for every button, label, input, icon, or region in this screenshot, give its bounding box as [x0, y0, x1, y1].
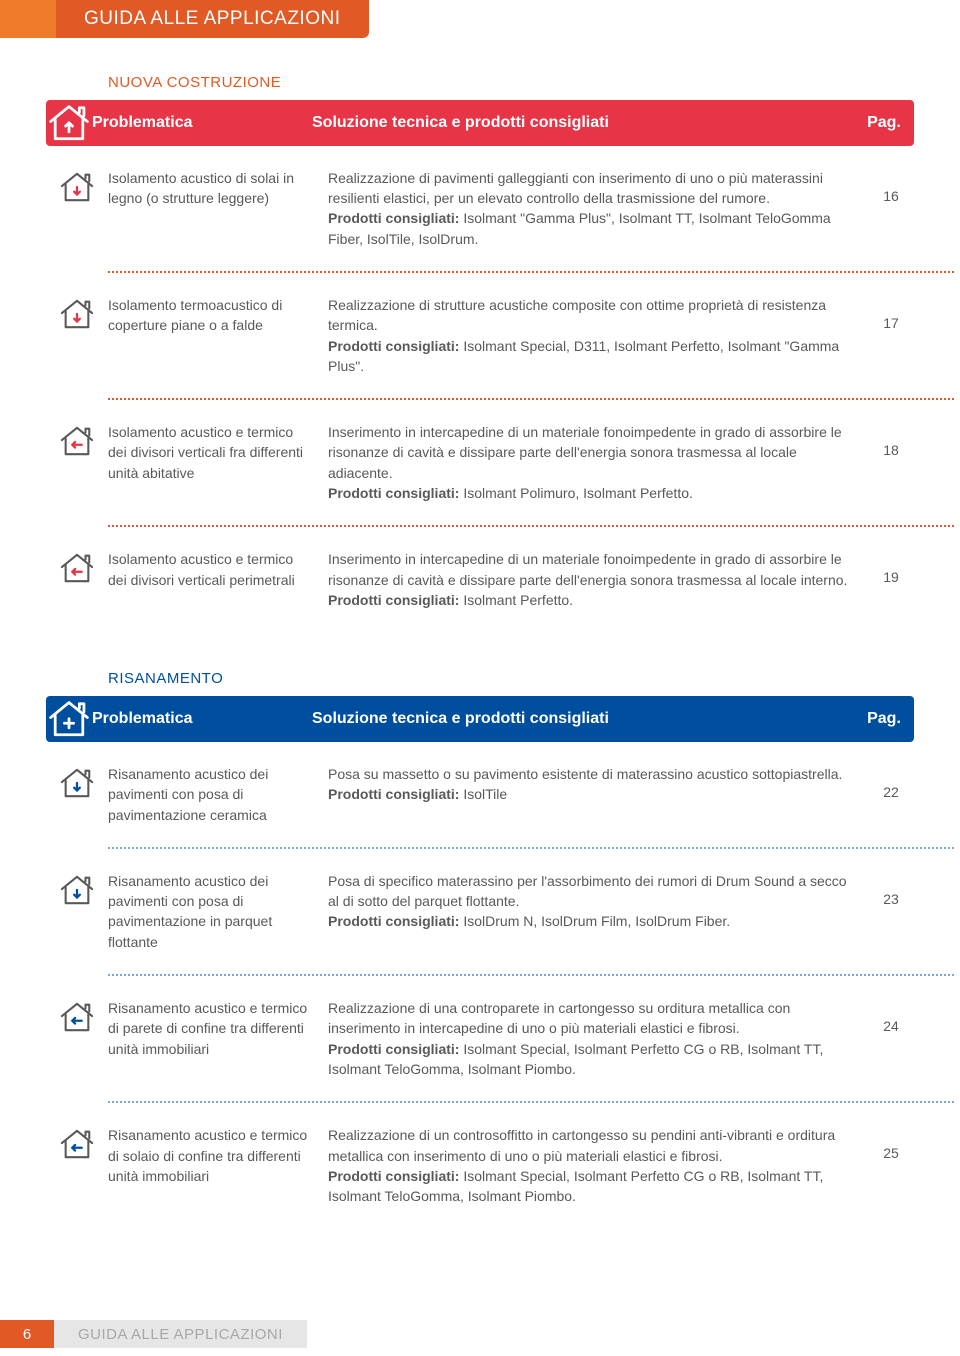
house-icon — [46, 871, 108, 907]
col-header-page: Pag. — [854, 111, 914, 134]
house-icon — [46, 1125, 108, 1161]
section-label-risanamento: RISANAMENTO — [108, 668, 914, 690]
row-page: 17 — [868, 295, 914, 333]
house-icon — [46, 422, 108, 458]
row-solution: Realizzazione di una controparete in car… — [328, 998, 868, 1079]
table-row: Risanamento acustico dei pavimenti con p… — [46, 742, 914, 849]
house-icon — [46, 698, 92, 739]
table-row: Risanamento acustico e termico di solaio… — [46, 1103, 914, 1230]
col-header-solution: Soluzione tecnica e prodotti consigliati — [312, 111, 854, 134]
page-content: NUOVA COSTRUZIONE Problematica Soluzione… — [0, 38, 960, 1240]
table-row: Risanamento acustico e termico di parete… — [46, 976, 914, 1103]
table-row: Isolamento termoacustico di coperture pi… — [46, 273, 914, 400]
tab-accent — [0, 0, 56, 38]
top-tab-bar: GUIDA ALLE APPLICAZIONI — [0, 0, 960, 38]
row-page: 16 — [868, 168, 914, 206]
row-problem: Isolamento acustico di solai in legno (o… — [108, 168, 328, 209]
table-row: Risanamento acustico dei pavimenti con p… — [46, 849, 914, 976]
footer-label: GUIDA ALLE APPLICAZIONI — [54, 1320, 307, 1348]
col-header-solution: Soluzione tecnica e prodotti consigliati — [312, 707, 854, 730]
row-page: 25 — [868, 1125, 914, 1163]
col-header-problem: Problematica — [92, 707, 312, 730]
row-problem: Risanamento acustico e termico di solaio… — [108, 1125, 328, 1186]
page-footer: 6 GUIDA ALLE APPLICAZIONI — [0, 1320, 960, 1348]
table-row: Isolamento acustico e termico dei diviso… — [46, 527, 914, 634]
row-problem: Risanamento acustico dei pavimenti con p… — [108, 764, 328, 825]
row-problem: Isolamento acustico e termico dei diviso… — [108, 422, 328, 483]
row-solution: Realizzazione di pavimenti galleggianti … — [328, 168, 868, 249]
row-page: 18 — [868, 422, 914, 460]
house-icon — [46, 102, 92, 143]
row-problem: Risanamento acustico e termico di parete… — [108, 998, 328, 1059]
table-header-nuova: Problematica Soluzione tecnica e prodott… — [46, 100, 914, 146]
col-header-page: Pag. — [854, 707, 914, 730]
house-icon — [46, 764, 108, 800]
tab-main-title: GUIDA ALLE APPLICAZIONI — [56, 0, 369, 38]
footer-page-number: 6 — [0, 1320, 54, 1348]
col-header-problem: Problematica — [92, 111, 312, 134]
table-header-risanamento: Problematica Soluzione tecnica e prodott… — [46, 696, 914, 742]
table-row: Isolamento acustico e termico dei diviso… — [46, 400, 914, 527]
row-problem: Risanamento acustico dei pavimenti con p… — [108, 871, 328, 952]
row-page: 23 — [868, 871, 914, 909]
row-problem: Isolamento termoacustico di coperture pi… — [108, 295, 328, 336]
section-label-nuova: NUOVA COSTRUZIONE — [108, 72, 914, 94]
row-solution: Inserimento in intercapedine di un mater… — [328, 422, 868, 503]
table-row: Isolamento acustico di solai in legno (o… — [46, 146, 914, 273]
row-problem: Isolamento acustico e termico dei diviso… — [108, 549, 328, 590]
house-icon — [46, 998, 108, 1034]
house-icon — [46, 295, 108, 331]
row-solution: Posa di specifico materassino per l'asso… — [328, 871, 868, 932]
row-page: 24 — [868, 998, 914, 1036]
row-solution: Realizzazione di un controsoffitto in ca… — [328, 1125, 868, 1206]
house-icon — [46, 168, 108, 204]
row-solution: Realizzazione di strutture acustiche com… — [328, 295, 868, 376]
row-solution: Inserimento in intercapedine di un mater… — [328, 549, 868, 610]
row-solution: Posa su massetto o su pavimento esistent… — [328, 764, 868, 805]
row-page: 22 — [868, 764, 914, 802]
row-page: 19 — [868, 549, 914, 587]
house-icon — [46, 549, 108, 585]
